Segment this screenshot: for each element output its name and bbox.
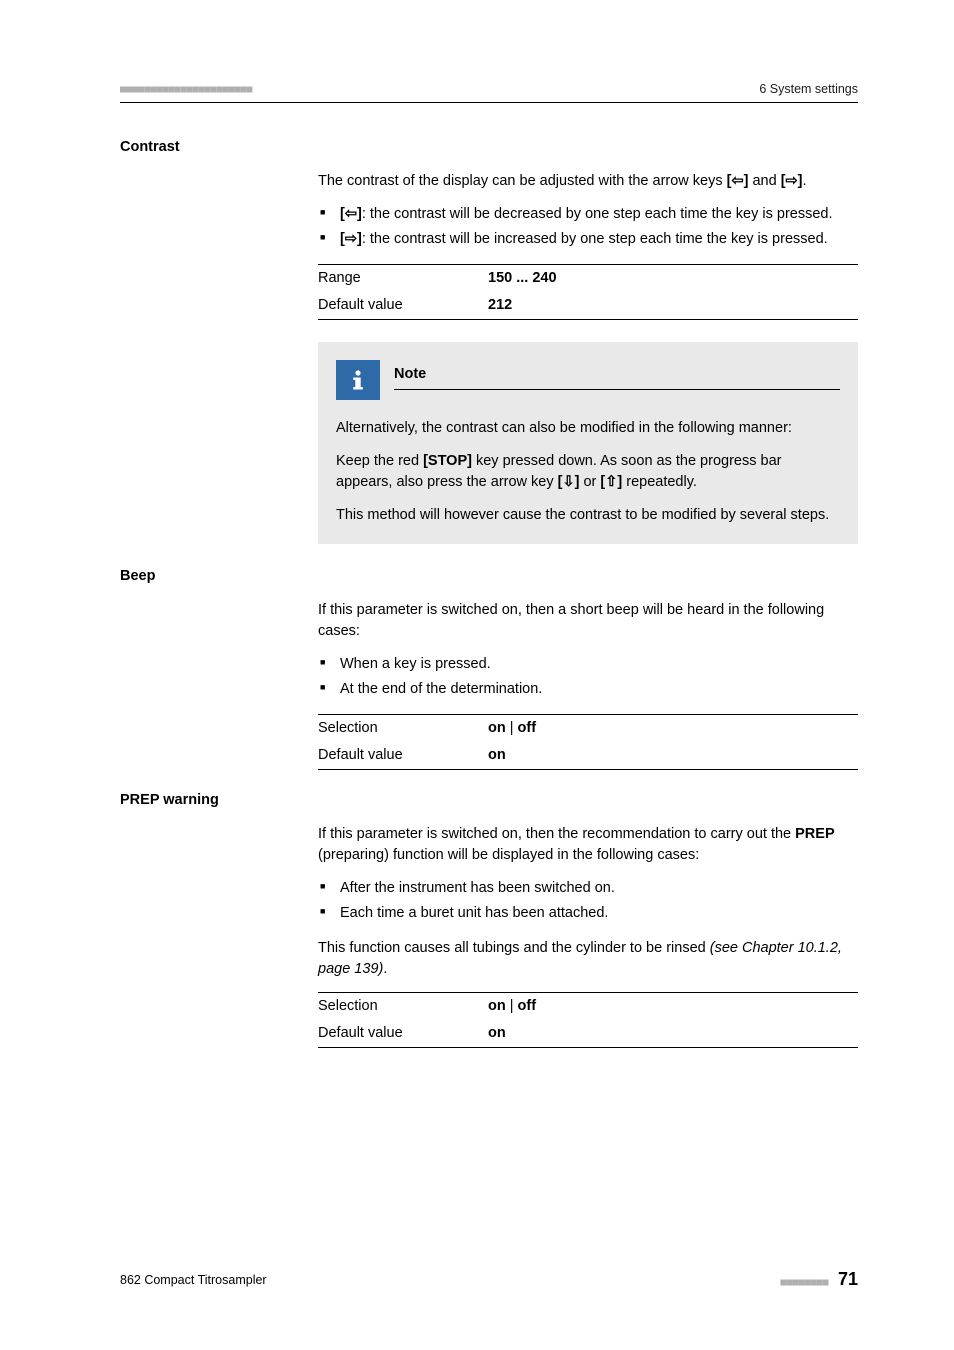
text: repeatedly. [622,474,697,490]
default-label: Default value [318,292,488,320]
default-value: 212 [488,292,858,320]
contrast-range-table: Range 150 ... 240 Default value 212 [318,264,858,320]
list-item: [⇨]: the contrast will be increased by o… [318,229,858,250]
list-item: Each time a buret unit has been attached… [318,903,858,924]
prep-table: Selection on | off Default value on [318,992,858,1048]
range-label: Range [318,265,488,293]
note-box: Note Alternatively, the contrast can als… [318,342,858,544]
header-row: ■■■■■■■■■■■■■■■■■■■■■■ 6 System settings [120,82,858,96]
selection-label: Selection [318,715,488,743]
list-item: When a key is pressed. [318,654,858,675]
table-row: Selection on | off [318,993,858,1021]
text: (preparing) function will be displayed i… [318,847,699,863]
default-label: Default value [318,1020,488,1048]
note-title: Note [394,364,840,390]
on-option: on [488,998,506,1014]
default-label: Default value [318,742,488,770]
right-arrow-key: [⇨] [781,173,803,189]
down-arrow-key: [⇩] [558,474,580,490]
default-value: on [488,1020,858,1048]
footer-right: ■■■■■■■■ 71 [780,1269,858,1290]
text: : the contrast will be increased by one … [362,231,828,247]
table-row: Range 150 ... 240 [318,265,858,293]
text: If this parameter is switched on, then t… [318,826,795,842]
left-arrow-key: [⇦] [727,173,749,189]
text: The contrast of the display can be adjus… [318,173,727,189]
beep-intro: If this parameter is switched on, then a… [318,600,858,642]
selection-label: Selection [318,993,488,1021]
right-arrow-key: [⇨] [340,231,362,247]
text: and [748,173,780,189]
default-value: on [488,742,858,770]
text: : the contrast will be decreased by one … [362,206,833,222]
note-p1: Alternatively, the contrast can also be … [336,418,840,439]
separator: | [506,998,518,1014]
note-body: Alternatively, the contrast can also be … [336,418,840,526]
footer-dashes: ■■■■■■■■ [780,1277,828,1288]
range-value: 150 ... 240 [488,265,858,293]
beep-body: If this parameter is switched on, then a… [318,600,858,770]
note-p3: This method will however cause the contr… [336,505,840,526]
stop-key: [STOP] [423,453,472,469]
on-option: on [488,720,506,736]
prep-body: If this parameter is switched on, then t… [318,824,858,1048]
contrast-heading: Contrast [120,139,858,155]
footer: 862 Compact Titrosampler ■■■■■■■■ 71 [120,1269,858,1290]
header-dashes: ■■■■■■■■■■■■■■■■■■■■■■ [120,84,252,95]
contrast-intro: The contrast of the display can be adjus… [318,171,858,192]
header-section: 6 System settings [759,82,858,96]
prep-bullets: After the instrument has been switched o… [318,878,858,924]
off-option: off [518,998,537,1014]
text: . [383,961,387,977]
separator: | [506,720,518,736]
selection-value: on | off [488,715,858,743]
list-item: [⇦]: the contrast will be decreased by o… [318,204,858,225]
text: . [803,173,807,189]
beep-heading: Beep [120,568,858,584]
info-icon [336,360,380,400]
prep-heading: PREP warning [120,792,858,808]
note-p2: Keep the red [STOP] key pressed down. As… [336,451,840,493]
off-option: off [518,720,537,736]
prep-keyword: PREP [795,826,835,842]
beep-bullets: When a key is pressed. At the end of the… [318,654,858,700]
contrast-bullets: [⇦]: the contrast will be decreased by o… [318,204,858,250]
prep-intro: If this parameter is switched on, then t… [318,824,858,866]
left-arrow-key: [⇦] [340,206,362,222]
note-header: Note [336,360,840,400]
prep-rinse: This function causes all tubings and the… [318,938,858,980]
up-arrow-key: [⇧] [600,474,622,490]
footer-product: 862 Compact Titrosampler [120,1273,267,1287]
header-rule [120,102,858,103]
table-row: Default value on [318,1020,858,1048]
text: Keep the red [336,453,423,469]
text: or [579,474,600,490]
list-item: At the end of the determination. [318,679,858,700]
info-icon-svg [346,368,370,392]
table-row: Selection on | off [318,715,858,743]
page-number: 71 [838,1269,858,1289]
note-title-wrap: Note [394,360,840,390]
table-row: Default value on [318,742,858,770]
page: ■■■■■■■■■■■■■■■■■■■■■■ 6 System settings… [0,0,954,1350]
text: This function causes all tubings and the… [318,940,710,956]
contrast-body: The contrast of the display can be adjus… [318,171,858,544]
list-item: After the instrument has been switched o… [318,878,858,899]
beep-table: Selection on | off Default value on [318,714,858,770]
table-row: Default value 212 [318,292,858,320]
selection-value: on | off [488,993,858,1021]
